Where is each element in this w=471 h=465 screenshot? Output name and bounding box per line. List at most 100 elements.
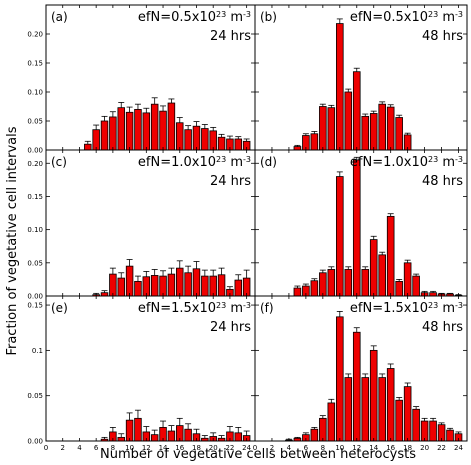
bar [369, 113, 378, 151]
bar [361, 377, 370, 442]
panel-label: (a) [51, 10, 68, 24]
bar [100, 120, 109, 151]
bar [84, 143, 92, 151]
x-tick-label: 6 [304, 444, 309, 452]
condition-label: efN=0.5x1023 m-3 [138, 10, 251, 26]
y-tick-label: 0.20 [27, 31, 43, 39]
x-tick-label: 2 [270, 444, 274, 452]
x-tick-label: 8 [111, 444, 115, 452]
bar [125, 111, 134, 151]
bar [395, 117, 403, 151]
x-tick-label: 6 [94, 444, 99, 452]
x-tick-label: 8 [321, 444, 325, 452]
bar [344, 91, 353, 151]
bar [125, 419, 134, 442]
bar [395, 280, 403, 297]
bar [192, 125, 201, 151]
y-tick-label: 0.00 [27, 147, 43, 155]
x-tick-label: 14 [369, 444, 378, 452]
bar [352, 71, 361, 151]
panel-label: (e) [51, 301, 68, 315]
bar [201, 275, 209, 297]
bar [361, 115, 370, 151]
y-tick-label: 0.1 [32, 347, 43, 355]
panel-frame [254, 4, 468, 151]
x-tick-label: 10 [335, 444, 344, 452]
condition-label: efN=1.5x1023 m-3 [138, 301, 251, 317]
bar [217, 274, 226, 297]
x-tick-label: 24 [454, 444, 463, 452]
x-tick-label: 4 [77, 444, 82, 452]
bar [327, 107, 336, 151]
x-tick-label: 20 [420, 444, 429, 452]
x-tick-label: 24 [242, 444, 251, 452]
x-tick-label: 22 [225, 444, 234, 452]
bar [319, 272, 327, 297]
bar [234, 432, 243, 442]
panel-label: (d) [260, 155, 277, 169]
bar [293, 146, 302, 151]
bar [327, 269, 336, 297]
x-tick-label: 14 [159, 444, 168, 452]
condition-label: efN=1.0x1023 m-3 [350, 155, 463, 171]
bar [327, 402, 336, 442]
bar [403, 262, 412, 297]
bar [412, 275, 420, 297]
bar [134, 417, 142, 442]
panel-frame [254, 295, 468, 442]
bar [361, 269, 370, 297]
y-tick-label: 0.00 [27, 293, 43, 301]
panel-frame [45, 149, 256, 297]
bar [176, 267, 184, 297]
x-tick-label: 18 [403, 444, 412, 452]
bar [134, 280, 142, 297]
panel-label: (f) [260, 301, 274, 315]
x-tick-label: 18 [192, 444, 201, 452]
x-tick-label: 10 [125, 444, 134, 452]
bar [395, 399, 403, 442]
bar [150, 434, 159, 442]
x-axis-label: Number of vegetative cells between heter… [100, 447, 416, 462]
panel-frame [45, 4, 256, 151]
bar [184, 428, 192, 442]
bar [201, 128, 209, 151]
bar [117, 436, 125, 442]
condition-label: efN=0.5x1023 m-3 [350, 10, 463, 26]
time-label: 48 hrs [422, 174, 463, 189]
x-tick-label: 12 [142, 444, 151, 452]
bar [117, 107, 125, 151]
bar [319, 106, 327, 151]
panel-f: 0 2 4 6 8 10 12 14 16 18 20 22 24(f) efN=1.5x1023 m-3… [253, 295, 468, 452]
bar [109, 116, 117, 151]
x-tick-label: 4 [287, 444, 292, 452]
time-label: 24 hrs [210, 174, 251, 189]
bar [159, 110, 167, 151]
bar [167, 102, 176, 151]
y-tick-label: 0.05 [27, 118, 43, 126]
bar [446, 429, 454, 442]
time-label: 24 hrs [210, 320, 251, 335]
bar [352, 331, 361, 442]
bar [352, 159, 361, 297]
bar [125, 265, 134, 297]
bar [310, 280, 319, 297]
bar [369, 239, 378, 297]
x-tick-label: 0 [44, 444, 48, 452]
y-tick-label: 0.15 [27, 302, 43, 310]
x-tick-label: 2 [60, 444, 64, 452]
y-tick-label: 0.10 [27, 226, 43, 234]
bar [142, 112, 151, 151]
panel-e: 0.000.050.10.150 2 4 6 8 10 12 14 16 18 20 22 24(e) e… [27, 295, 256, 452]
bar [234, 279, 243, 297]
bar [184, 129, 192, 151]
time-label: 24 hrs [210, 29, 251, 44]
panel-a: 0.00 0.05 0.10 0.15 0.20 (a) efN=0.5x1023 m-3 2… [27, 4, 256, 155]
bar [336, 23, 344, 151]
bar [176, 122, 184, 151]
bar [403, 386, 412, 442]
bar [150, 275, 159, 297]
bar [109, 273, 117, 297]
bar [234, 138, 243, 151]
y-tick-label: 0.05 [27, 259, 43, 267]
